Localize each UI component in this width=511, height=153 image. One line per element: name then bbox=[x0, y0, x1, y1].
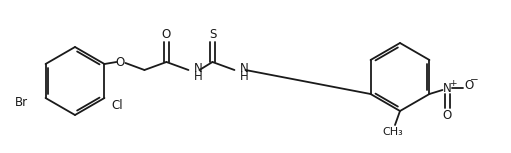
Text: H: H bbox=[240, 69, 248, 82]
Text: N: N bbox=[240, 62, 248, 75]
Text: Br: Br bbox=[14, 97, 28, 110]
Text: O: O bbox=[162, 28, 171, 41]
Text: H: H bbox=[194, 69, 202, 82]
Text: −: − bbox=[470, 75, 479, 85]
Text: CH₃: CH₃ bbox=[383, 127, 403, 137]
Text: +: + bbox=[449, 78, 456, 88]
Text: O: O bbox=[465, 78, 474, 91]
Text: O: O bbox=[443, 108, 452, 121]
Text: O: O bbox=[116, 56, 125, 69]
Text: N: N bbox=[194, 62, 202, 75]
Text: S: S bbox=[209, 28, 216, 41]
Text: Cl: Cl bbox=[111, 99, 123, 112]
Text: N: N bbox=[443, 82, 452, 95]
